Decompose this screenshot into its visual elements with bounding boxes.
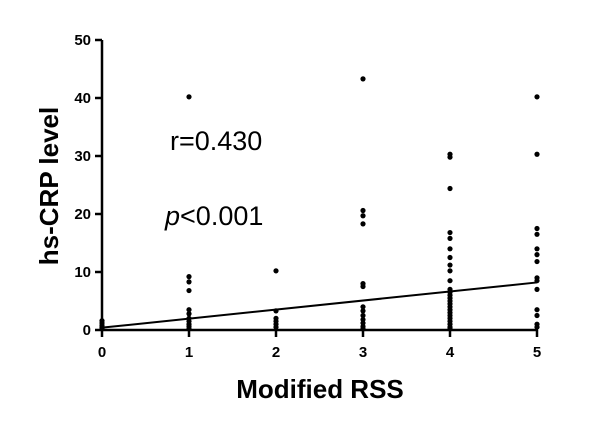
data-point [360, 207, 366, 214]
data-point [360, 304, 366, 310]
data-point [186, 287, 192, 294]
y-axis-ticks: 0 10 20 30 40 50 [74, 32, 102, 339]
r-annotation: r=0.430 [170, 126, 262, 156]
data-point [360, 221, 366, 227]
data-point [447, 246, 453, 252]
y-tick-label: 0 [83, 322, 91, 339]
y-tick-label: 40 [74, 90, 91, 107]
data-point [534, 286, 540, 292]
data-point [186, 307, 192, 313]
y-tick-label: 30 [74, 148, 91, 165]
data-point [447, 229, 453, 236]
data-point [534, 258, 540, 265]
data-point [186, 279, 192, 285]
x-tick-label: 5 [533, 344, 541, 361]
x-tick-label: 4 [446, 344, 455, 361]
data-point [273, 324, 279, 330]
data-point [447, 185, 453, 192]
data-point [447, 278, 453, 284]
data-point [447, 262, 453, 268]
x-axis-ticks: 0 1 2 3 4 5 [98, 330, 541, 361]
data-point [534, 252, 540, 258]
data-point [534, 246, 540, 252]
data-points [99, 76, 540, 332]
data-point [447, 254, 453, 261]
data-point [534, 225, 540, 232]
y-axis-title: hs-CRP level [34, 107, 64, 265]
data-point [534, 312, 540, 319]
x-tick-label: 0 [98, 344, 106, 361]
p-symbol: p [164, 201, 180, 231]
data-point [360, 283, 366, 290]
data-point [186, 94, 192, 100]
regression-line [101, 281, 538, 329]
x-tick-label: 1 [185, 344, 193, 361]
data-point [273, 268, 279, 274]
data-point [447, 268, 453, 274]
data-point [186, 274, 192, 280]
data-point [447, 235, 453, 241]
data-point [447, 154, 453, 160]
y-tick-label: 20 [74, 206, 91, 223]
data-point [534, 231, 540, 237]
x-tick-label: 2 [272, 344, 280, 361]
y-tick-label: 10 [74, 264, 91, 281]
p-annotation: p<0.001 [164, 201, 263, 231]
x-tick-label: 3 [359, 344, 367, 361]
y-tick-label: 50 [74, 32, 91, 49]
data-point [534, 94, 540, 100]
p-value: <0.001 [180, 201, 263, 231]
data-point [534, 151, 540, 157]
data-point [534, 324, 540, 330]
data-point [360, 76, 366, 82]
data-point [534, 307, 540, 313]
data-point [186, 311, 192, 317]
data-point [360, 213, 366, 219]
data-point [360, 308, 366, 314]
data-point [360, 312, 366, 319]
x-axis-title: Modified RSS [236, 374, 404, 404]
